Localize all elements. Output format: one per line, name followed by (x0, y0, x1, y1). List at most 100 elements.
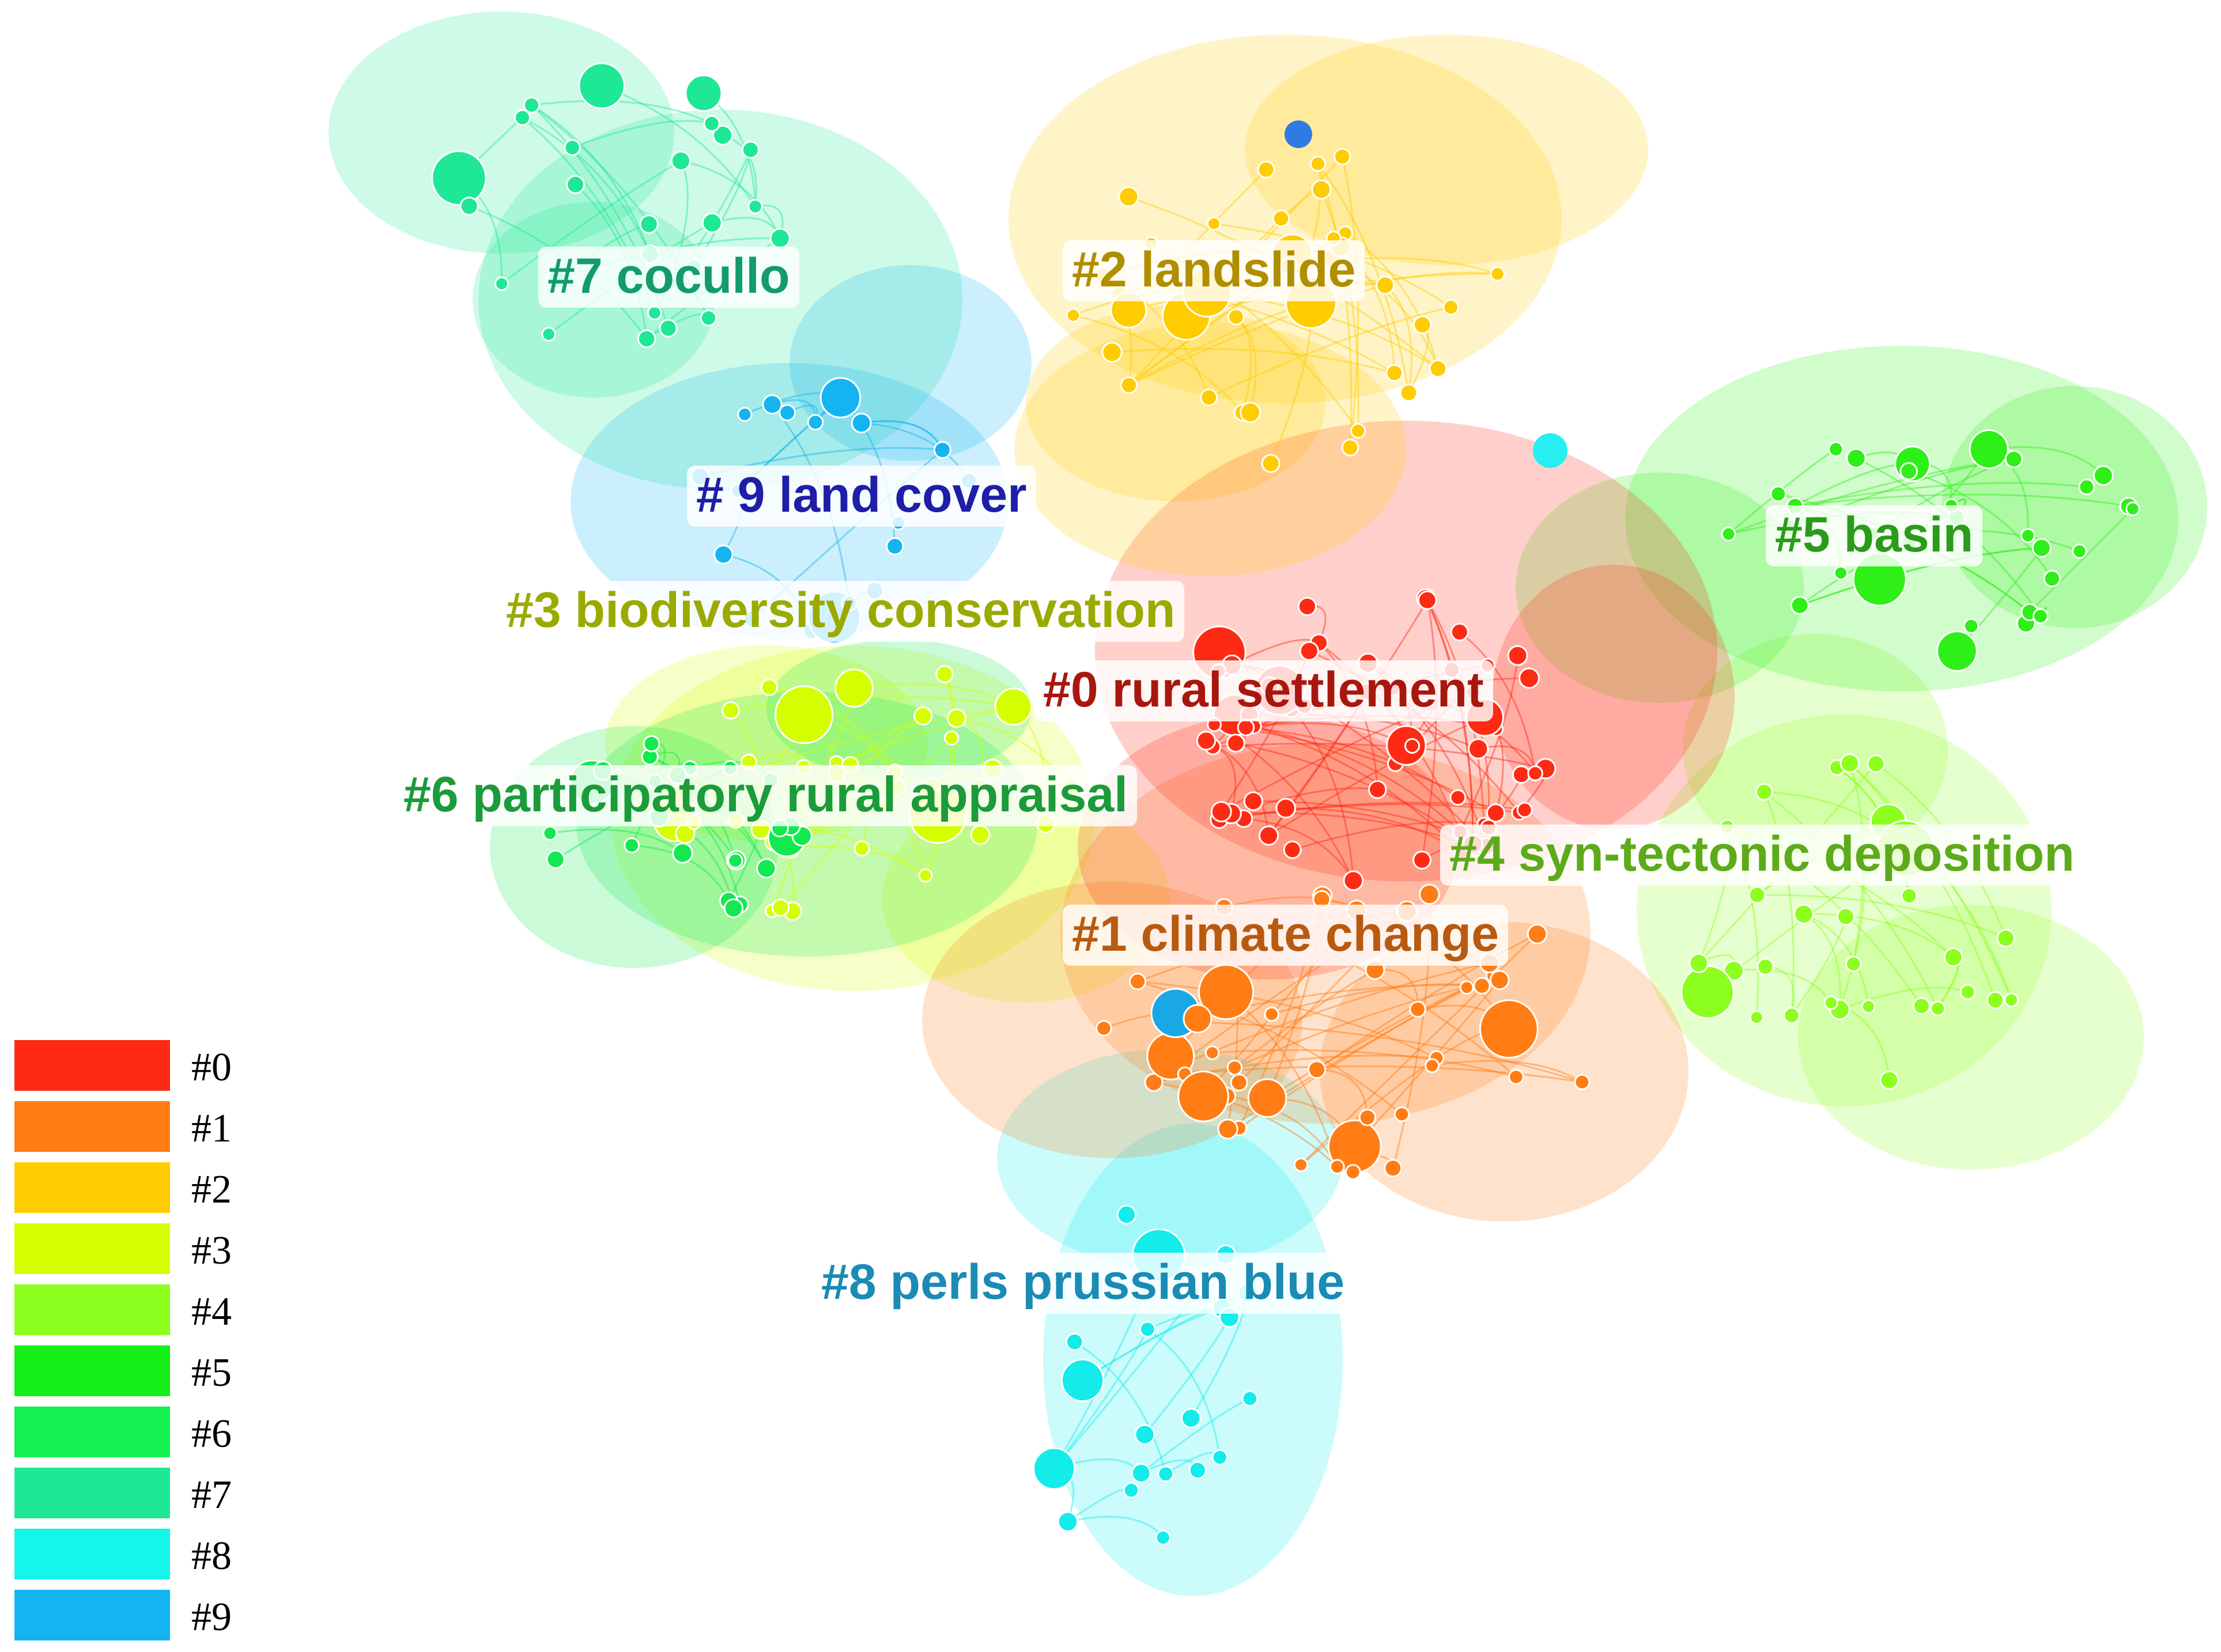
legend-swatch (14, 1162, 170, 1213)
cluster-label-4: #4 syn-tectonic deposition (1440, 825, 2084, 886)
node-6 (546, 849, 565, 870)
node-5 (1899, 462, 1918, 481)
edge-2 (1235, 316, 1252, 413)
edge-5 (1908, 470, 2053, 579)
node-2 (1490, 266, 1505, 282)
node-7 (747, 199, 763, 214)
legend-label: #5 (191, 1351, 232, 1395)
node-2 (1334, 148, 1351, 165)
node-7 (685, 74, 723, 112)
node-2 (1442, 299, 1459, 316)
node-7 (513, 109, 531, 126)
node-5 (1721, 526, 1736, 542)
node-0 (1512, 765, 1531, 784)
node-4 (1783, 1007, 1800, 1024)
node-8 (1116, 1204, 1137, 1225)
legend-swatch (14, 1040, 170, 1091)
node-0 (1259, 825, 1279, 846)
edge-7 (601, 85, 756, 207)
cluster-label-8: #8 perls prussian blue (812, 1253, 1354, 1314)
node-2 (1207, 216, 1221, 231)
node-6 (727, 852, 743, 869)
cluster-label-text: #4 syn-tectonic deposition (1449, 826, 2075, 882)
node-4 (1986, 991, 2005, 1010)
edge-2 (1235, 316, 1257, 413)
node-5 (2043, 569, 2061, 588)
node-5 (2033, 608, 2049, 625)
edge-2 (1073, 314, 1244, 414)
node-5 (1770, 485, 1787, 502)
cluster-label-background (687, 466, 1036, 527)
node-7 (637, 329, 656, 349)
node-4 (2004, 992, 2019, 1008)
edge-4 (1839, 986, 1968, 1011)
node-8 (1241, 1390, 1259, 1407)
node-8 (1061, 1358, 1105, 1403)
node-2 (1376, 275, 1395, 295)
node-1 (1489, 970, 1510, 991)
node-8 (1157, 1465, 1174, 1483)
edge-5 (1728, 448, 1837, 535)
legend-label: #2 (191, 1167, 232, 1212)
legend-label: #4 (191, 1290, 232, 1334)
node-2 (1350, 423, 1366, 439)
legend-swatch (14, 1407, 170, 1457)
legend-swatch (14, 1529, 170, 1579)
node-7 (647, 305, 662, 320)
node-1 (1409, 1000, 1426, 1018)
node-1 (1384, 1159, 1403, 1178)
node-7 (431, 150, 487, 206)
edge-1 (1212, 1049, 1517, 1078)
node-5 (2125, 501, 2140, 516)
cluster-label-1: #1 climate change (1063, 905, 1508, 966)
node-3 (944, 730, 960, 746)
edge-1 (1226, 1095, 1338, 1167)
cluster-label-text: #3 biodiversity conservation (506, 583, 1175, 638)
edge-1 (1137, 980, 1437, 1059)
cluster-label-text: # 9 land cover (696, 467, 1027, 523)
node-1 (1574, 1073, 1591, 1090)
edge-6 (550, 829, 683, 854)
node-5 (2004, 449, 2023, 468)
node-9 (713, 545, 734, 565)
node-9 (1285, 120, 1312, 148)
legend-label: #1 (191, 1106, 232, 1151)
node-3 (853, 840, 870, 857)
legend-label: #3 (191, 1228, 232, 1273)
cluster-label-9: # 9 land cover (687, 466, 1036, 527)
node-1 (1247, 1078, 1287, 1118)
edge-0 (1290, 707, 1354, 881)
cluster-label-6: #6 participatory rural appraisal (394, 765, 1137, 826)
cluster-label-background (812, 1253, 1354, 1314)
node-2 (1200, 388, 1218, 407)
node-1 (1308, 1060, 1327, 1079)
cluster-label-0: #0 rural settlement (1034, 660, 1493, 721)
cluster-label-3: #3 biodiversity conservation (497, 581, 1184, 642)
node-4 (1845, 955, 1862, 972)
node-7 (769, 228, 791, 249)
node-8 (1139, 1321, 1156, 1338)
edge-1 (1300, 1057, 1437, 1166)
node-1 (1264, 1007, 1279, 1022)
node-4 (1879, 1070, 1899, 1090)
cluster-hull-2 (1245, 35, 1648, 265)
node-1 (1527, 924, 1548, 944)
edge-0 (1245, 727, 1459, 799)
node-7 (703, 115, 720, 133)
edge-4 (1763, 791, 1795, 1016)
cluster-hull-6 (766, 640, 1032, 778)
node-4 (1749, 1010, 1764, 1025)
edge-8 (1067, 1515, 1164, 1538)
node-5 (2092, 465, 2114, 486)
edge-0 (1219, 802, 1525, 821)
cluster-label-text: #1 climate change (1072, 906, 1499, 962)
node-7 (712, 124, 734, 146)
node-0 (1226, 734, 1245, 753)
edge-4 (1763, 791, 1939, 1009)
node-7 (578, 62, 625, 109)
node-4 (1748, 886, 1766, 904)
node-0 (1507, 645, 1528, 666)
node-8 (1155, 1529, 1171, 1546)
